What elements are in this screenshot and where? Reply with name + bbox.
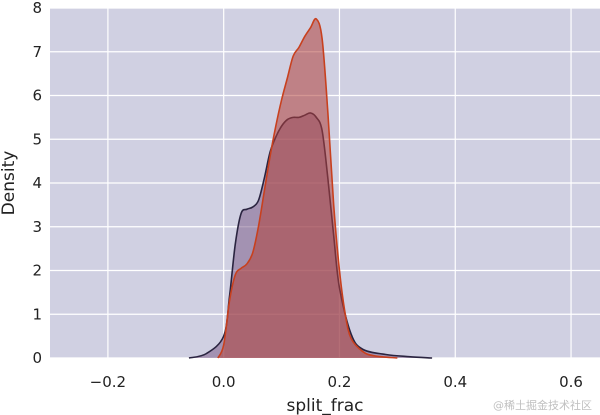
- x-tick-label: 0.6: [559, 373, 583, 391]
- y-tick-label: 8: [32, 0, 42, 17]
- tick-labels: −0.2 0.0 0.2 0.4 0.6 0 1 2 3 4 5 6 7 8: [32, 0, 583, 391]
- x-tick-label: 0.4: [443, 373, 467, 391]
- density-area-2: [217, 18, 398, 358]
- x-tick-label: −0.2: [90, 373, 126, 391]
- y-tick-label: 2: [32, 262, 42, 280]
- y-tick-label: 4: [32, 174, 42, 192]
- y-tick-label: 7: [32, 43, 42, 61]
- y-tick-label: 1: [32, 305, 42, 323]
- y-axis-label: Density: [0, 151, 19, 216]
- series-layer: [188, 17, 433, 359]
- x-axis-label: split_frac: [287, 396, 364, 415]
- density-line-2: [217, 17, 398, 359]
- watermark: @稀土掘金技术社区: [493, 399, 592, 412]
- x-tick-label: 0.0: [212, 373, 236, 391]
- y-tick-label: 5: [32, 130, 42, 148]
- x-tick-label: 0.2: [328, 373, 352, 391]
- y-tick-label: 0: [32, 349, 42, 367]
- y-tick-label: 3: [32, 218, 42, 236]
- y-tick-label: 6: [32, 87, 42, 105]
